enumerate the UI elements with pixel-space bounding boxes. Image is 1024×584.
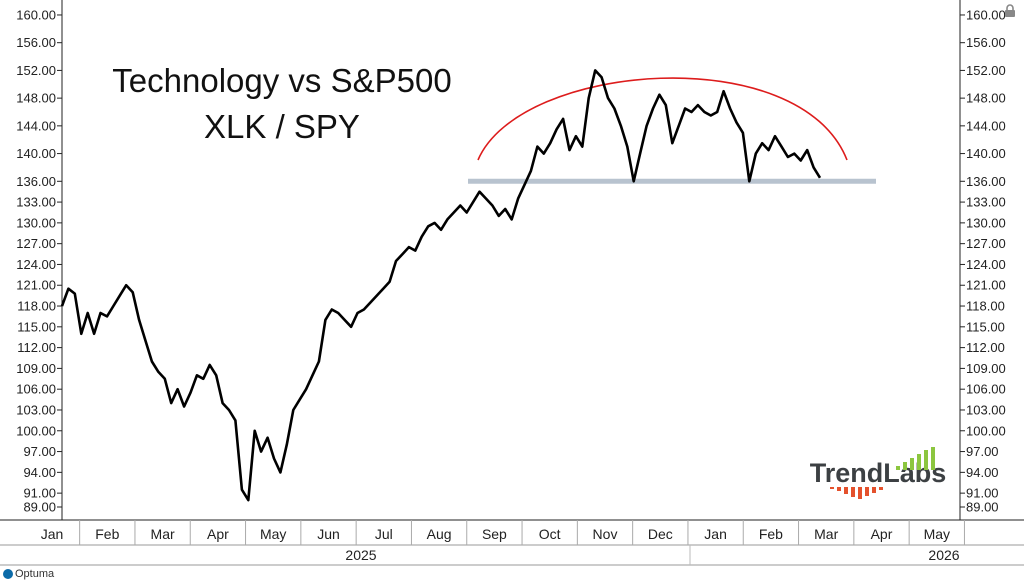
y-tick-label-left: 156.00 xyxy=(16,35,56,50)
y-tick-label-left: 121.00 xyxy=(16,278,56,293)
x-tick-label-month: Jan xyxy=(704,526,727,542)
y-tick-label-right: 91.00 xyxy=(966,486,999,501)
lock-icon[interactable] xyxy=(1003,4,1017,18)
y-tick-label-left: 136.00 xyxy=(16,174,56,189)
y-tick-label-right: 130.00 xyxy=(966,215,1006,230)
y-tick-label-left: 103.00 xyxy=(16,402,56,417)
y-tick-label-left: 130.00 xyxy=(16,215,56,230)
y-tick-label-right: 140.00 xyxy=(966,146,1006,161)
x-tick-label-month: Nov xyxy=(593,526,618,542)
logo-bar-up xyxy=(924,450,928,470)
y-tick-label-left: 97.00 xyxy=(23,444,56,459)
y-tick-label-left: 118.00 xyxy=(17,299,56,314)
x-tick-label-month: Jul xyxy=(375,526,393,542)
y-tick-label-right: 133.00 xyxy=(966,195,1006,210)
x-axis-years: 2025 2026 xyxy=(345,547,959,563)
y-tick-label-left: 91.00 xyxy=(23,486,56,501)
y-tick-label-right: 118.00 xyxy=(966,299,1005,314)
x-tick-label-month: Feb xyxy=(759,526,783,542)
optuma-logo-icon xyxy=(3,569,13,579)
y-tick-label-right: 152.00 xyxy=(966,63,1006,78)
y-tick-label-right: 136.00 xyxy=(966,174,1006,189)
y-tick-label-left: 112.00 xyxy=(17,340,56,355)
x-tick-label-month: Sep xyxy=(482,526,507,542)
x-tick-label-month: Apr xyxy=(871,526,893,542)
logo-bar-down xyxy=(858,487,862,499)
logo-bars-down-icon xyxy=(830,487,883,499)
x-tick-label-year: 2026 xyxy=(928,547,959,563)
y-tick-label-right: 97.00 xyxy=(966,444,999,459)
series-line-xlk-spy xyxy=(60,69,822,502)
logo-bar-down xyxy=(844,487,848,494)
y-tick-label-right: 103.00 xyxy=(966,402,1006,417)
x-tick-label-month: Mar xyxy=(151,526,175,542)
y-tick-label-right: 109.00 xyxy=(966,361,1006,376)
x-tick-label-month: Aug xyxy=(427,526,452,542)
y-tick-label-left: 94.00 xyxy=(23,465,56,480)
trendlabs-logo: TrendLabs xyxy=(810,447,947,499)
y-tick-label-right: 144.00 xyxy=(966,118,1006,133)
y-tick-label-right: 89.00 xyxy=(966,500,999,515)
y-axis-right: 164.00160.00156.00152.00148.00144.00140.… xyxy=(960,7,1006,515)
y-tick-label-right: 115.00 xyxy=(966,319,1005,334)
chart-title: Technology vs S&P500 xyxy=(112,62,451,99)
y-tick-label-left: 124.00 xyxy=(16,257,56,272)
x-tick-label-month: Feb xyxy=(95,526,119,542)
y-tick-label-right: 121.00 xyxy=(966,278,1006,293)
y-tick-label-left: 160.00 xyxy=(16,7,56,22)
x-tick-label-month: Oct xyxy=(539,526,561,542)
y-tick-label-left: 89.00 xyxy=(23,500,56,515)
plot-frame xyxy=(0,0,1024,566)
logo-text: TrendLabs xyxy=(810,458,947,488)
y-axis-left: 164.00160.00156.00152.00148.00144.00140.… xyxy=(16,7,62,515)
x-tick-label-month: Dec xyxy=(648,526,673,542)
y-tick-label-right: 148.00 xyxy=(966,91,1006,106)
x-tick-label-year: 2025 xyxy=(345,547,376,563)
y-tick-label-right: 156.00 xyxy=(966,35,1006,50)
logo-bar-up xyxy=(903,462,907,470)
x-tick-label-month: May xyxy=(260,526,286,542)
footer-brand: Optuma xyxy=(3,568,54,580)
y-tick-label-left: 148.00 xyxy=(16,91,56,106)
logo-bar-down xyxy=(865,487,869,496)
logo-bars-up-icon xyxy=(896,447,935,470)
logo-bar-up xyxy=(917,454,921,470)
logo-bar-up xyxy=(931,447,935,470)
x-axis-months: Jan Feb Mar Apr May Jun Jul Aug Sep Oct Nov Dec Jan F… xyxy=(41,520,965,545)
logo-bar-up xyxy=(896,466,900,470)
logo-bar-down xyxy=(851,487,855,497)
y-tick-label-right: 127.00 xyxy=(966,236,1006,251)
dome-arc xyxy=(477,77,848,161)
logo-bar-up xyxy=(910,458,914,470)
logo-bar-down xyxy=(879,487,883,490)
y-tick-label-left: 152.00 xyxy=(16,63,56,78)
y-tick-label-left: 109.00 xyxy=(16,361,56,376)
y-tick-label-left: 100.00 xyxy=(16,423,56,438)
x-tick-label-month: May xyxy=(924,526,950,542)
chart-subtitle: XLK / SPY xyxy=(204,108,360,145)
y-tick-label-right: 124.00 xyxy=(966,257,1006,272)
y-tick-label-right: 106.00 xyxy=(966,382,1006,397)
logo-bar-down xyxy=(872,487,876,493)
y-tick-label-left: 127.00 xyxy=(16,236,56,251)
footer-brand-text: Optuma xyxy=(15,568,55,580)
y-tick-label-right: 160.00 xyxy=(966,7,1006,22)
x-tick-label-month: Mar xyxy=(814,526,838,542)
y-tick-label-left: 115.00 xyxy=(17,319,56,334)
logo-bar-down xyxy=(830,487,834,489)
y-tick-label-right: 100.00 xyxy=(966,423,1006,438)
y-tick-label-left: 133.00 xyxy=(16,195,56,210)
logo-bar-down xyxy=(837,487,841,491)
y-tick-label-left: 106.00 xyxy=(16,382,56,397)
y-tick-label-right: 94.00 xyxy=(966,465,999,480)
y-tick-label-left: 144.00 xyxy=(16,118,56,133)
x-tick-label-month: Jun xyxy=(317,526,340,542)
y-tick-label-right: 112.00 xyxy=(966,340,1005,355)
y-tick-label-left: 140.00 xyxy=(16,146,56,161)
x-tick-label-month: Jan xyxy=(41,526,64,542)
x-tick-label-month: Apr xyxy=(207,526,229,542)
